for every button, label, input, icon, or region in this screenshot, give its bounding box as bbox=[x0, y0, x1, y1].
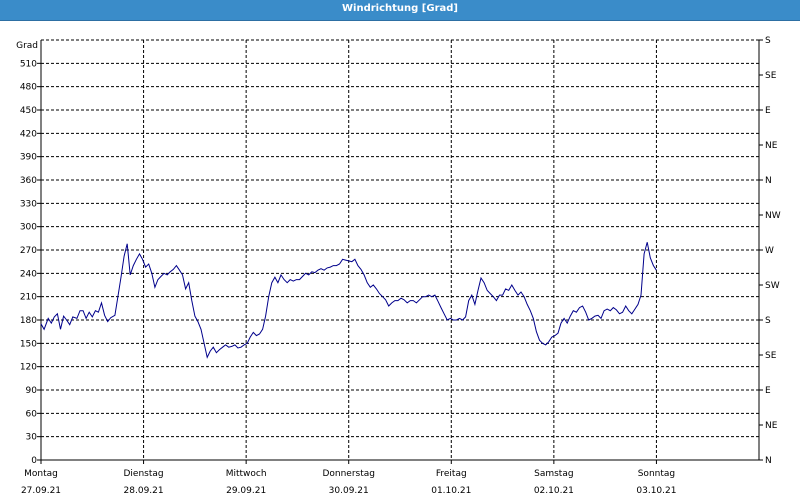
right-tick-label: N bbox=[765, 456, 772, 466]
right-tick-label: E bbox=[765, 106, 771, 116]
right-tick-label: SE bbox=[765, 351, 777, 361]
y-tick-label: 90 bbox=[26, 386, 38, 396]
y-tick-label: 390 bbox=[20, 153, 37, 163]
series bbox=[40, 242, 657, 359]
x-tick-label-date: 28.09.21 bbox=[124, 486, 164, 496]
y-tick-label: 480 bbox=[20, 83, 37, 93]
x-tick-label-date: 27.09.21 bbox=[21, 486, 61, 496]
x-tick-label-date: 01.10.21 bbox=[431, 486, 471, 496]
x-tick-label-day: Freitag bbox=[436, 469, 467, 479]
chart-title: Windrichtung [Grad] bbox=[0, 0, 800, 20]
right-tick-label: NE bbox=[765, 141, 778, 151]
x-tick-label-date: 02.10.21 bbox=[534, 486, 574, 496]
grid bbox=[41, 39, 759, 460]
x-tick-label-date: 30.09.21 bbox=[329, 486, 369, 496]
y-tick-label: 60 bbox=[26, 409, 38, 419]
y-tick-label: 270 bbox=[20, 246, 37, 256]
y-tick-label: 30 bbox=[26, 433, 38, 443]
y-tick-label: 360 bbox=[20, 176, 37, 186]
right-tick-label: NE bbox=[765, 421, 778, 431]
y-tick-labels: 0 30 60 90 120 150 180 210 240 270 300 330 360 390 420… bbox=[20, 59, 37, 466]
y-tick-label: 450 bbox=[20, 106, 37, 116]
x-tick-label-day: Donnerstag bbox=[322, 469, 375, 479]
y-tick-label: 150 bbox=[20, 339, 37, 349]
right-tick-label: W bbox=[765, 246, 774, 256]
x-tick-label-day: Mittwoch bbox=[226, 469, 267, 479]
y-tick-label: 210 bbox=[20, 293, 37, 303]
x-tick-label-date: 03.10.21 bbox=[636, 486, 676, 496]
y-tick-label: 240 bbox=[20, 269, 37, 279]
y-tick-label: 120 bbox=[20, 363, 37, 373]
right-tick-label: NW bbox=[765, 211, 781, 221]
right-tick-label: SW bbox=[765, 281, 780, 291]
right-tick-labels: N NE E SE S SW W NW N NE E SE S bbox=[765, 36, 781, 466]
right-tick-label: E bbox=[765, 386, 771, 396]
right-tick-label: S bbox=[765, 316, 771, 326]
series-line bbox=[40, 242, 657, 359]
title-divider bbox=[0, 20, 800, 21]
y-axis-label: Grad bbox=[16, 41, 38, 51]
y-tick-label: 330 bbox=[20, 199, 37, 209]
x-tick-labels: Montag 27.09.21 Dienstag 28.09.21 Mittwoch 29… bbox=[21, 469, 677, 496]
x-tick-label-day: Dienstag bbox=[124, 469, 164, 479]
y-tick-label: 180 bbox=[20, 316, 37, 326]
right-tick-label: SE bbox=[765, 71, 777, 81]
x-tick-label-day: Montag bbox=[24, 469, 58, 479]
y-tick-label: 510 bbox=[20, 59, 37, 69]
right-tick-label: S bbox=[765, 36, 771, 46]
x-tick-label-day: Sonntag bbox=[638, 469, 675, 479]
x-tick-label-date: 29.09.21 bbox=[226, 486, 266, 496]
right-tick-label: N bbox=[765, 176, 772, 186]
x-tick-label-day: Samstag bbox=[534, 469, 573, 479]
y-tick-label: 0 bbox=[31, 456, 37, 466]
y-tick-label: 300 bbox=[20, 223, 37, 233]
y-tick-label: 420 bbox=[20, 129, 37, 139]
axes bbox=[37, 39, 763, 464]
